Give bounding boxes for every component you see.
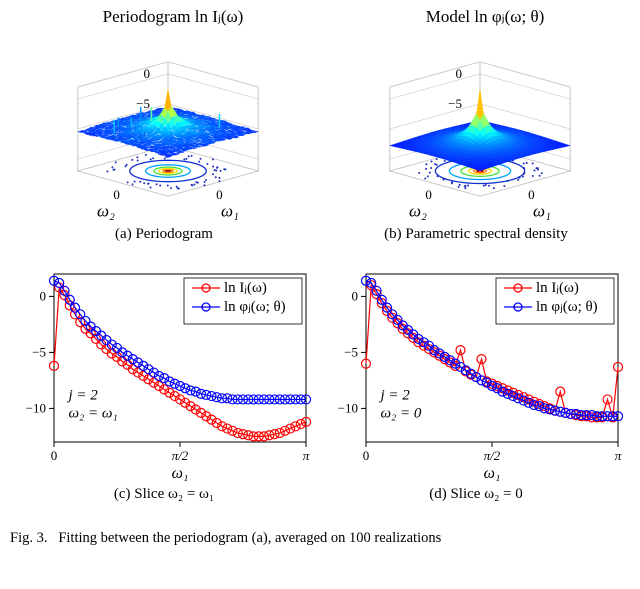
surface-b-svg: 0−5−1000ω₂ω₁Model ln φⱼ(ω; θ): [320, 4, 630, 224]
svg-text:ω₁: ω₁: [221, 202, 239, 221]
svg-text:ω₁: ω₁: [172, 465, 189, 482]
panel-d: 0 π/2 π 0 −5 −10 ω₁ j = 2 ω₂ = 0 ln Iⱼ(ω) ln φⱼ(ω;…: [320, 264, 632, 524]
svg-text:0: 0: [40, 288, 47, 303]
svg-text:0: 0: [352, 288, 359, 303]
svg-text:ω₂: ω₂: [409, 202, 427, 221]
svg-text:0: 0: [144, 66, 151, 81]
svg-text:j = 2: j = 2: [378, 387, 410, 403]
svg-text:−5: −5: [136, 96, 150, 111]
subcaption-b: (b) Parametric spectral density: [320, 226, 632, 243]
panel-c: 0 π/2 π 0 −5 −10 ω₁ j = 2 ω₂ = ω₁ ln Iⱼ(ω) ln φⱼ(ω…: [8, 264, 320, 524]
svg-text:ln φⱼ(ω; θ): ln φⱼ(ω; θ): [536, 299, 598, 315]
svg-text:ln Iⱼ(ω): ln Iⱼ(ω): [224, 280, 267, 296]
svg-text:−5: −5: [32, 344, 46, 359]
svg-text:0: 0: [113, 187, 120, 202]
svg-text:Model ln φⱼ(ω; θ): Model ln φⱼ(ω; θ): [426, 7, 545, 26]
figure-caption: Fig. 3. Fitting between the periodogram …: [0, 524, 640, 547]
subcaption-c: (c) Slice ω₂ = ω₁: [8, 486, 320, 503]
subcaption-d: (d) Slice ω₂ = 0: [320, 486, 632, 503]
svg-text:−5: −5: [448, 96, 462, 111]
figcap-lead: Fig. 3.: [10, 530, 47, 546]
svg-text:0: 0: [51, 448, 58, 463]
figcap-text: Fitting between the periodogram (a), ave…: [58, 530, 441, 546]
line-c-svg: 0 π/2 π 0 −5 −10 ω₁ j = 2 ω₂ = ω₁ ln Iⱼ(ω) ln φⱼ(ω…: [8, 264, 318, 484]
line-d-svg: 0 π/2 π 0 −5 −10 ω₁ j = 2 ω₂ = 0 ln Iⱼ(ω) ln φⱼ(ω;…: [320, 264, 630, 484]
svg-text:−5: −5: [344, 344, 358, 359]
svg-text:Periodogram ln Iⱼ(ω): Periodogram ln Iⱼ(ω): [103, 7, 244, 26]
surface-a-svg: 0−5−1000ω₂ω₁Periodogram ln Iⱼ(ω): [8, 4, 318, 224]
svg-text:ln φⱼ(ω; θ): ln φⱼ(ω; θ): [224, 299, 286, 315]
svg-text:0: 0: [456, 66, 463, 81]
svg-text:ln Iⱼ(ω): ln Iⱼ(ω): [536, 280, 579, 296]
subcaption-a: (a) Periodogram: [8, 226, 320, 243]
svg-text:ω₁: ω₁: [533, 202, 551, 221]
svg-text:−10: −10: [338, 400, 358, 415]
svg-text:π: π: [303, 448, 310, 463]
panel-a: 0−5−1000ω₂ω₁Periodogram ln Iⱼ(ω) (a) Per…: [8, 4, 320, 264]
svg-text:ω₁: ω₁: [484, 465, 501, 482]
svg-text:−10: −10: [26, 400, 46, 415]
panel-b: 0−5−1000ω₂ω₁Model ln φⱼ(ω; θ) (b) Parame…: [320, 4, 632, 264]
svg-text:π/2: π/2: [172, 448, 189, 463]
svg-text:ω₂ = 0: ω₂ = 0: [380, 405, 421, 421]
figure-grid: 0−5−1000ω₂ω₁Periodogram ln Iⱼ(ω) (a) Per…: [0, 0, 640, 524]
svg-text:0: 0: [425, 187, 432, 202]
svg-text:0: 0: [216, 187, 223, 202]
svg-text:ω₂: ω₂: [97, 202, 115, 221]
svg-text:ω₂ = ω₁: ω₂ = ω₁: [68, 405, 117, 421]
svg-text:0: 0: [363, 448, 370, 463]
svg-text:π/2: π/2: [484, 448, 501, 463]
svg-text:π: π: [615, 448, 622, 463]
svg-text:0: 0: [528, 187, 535, 202]
svg-text:j = 2: j = 2: [66, 387, 98, 403]
